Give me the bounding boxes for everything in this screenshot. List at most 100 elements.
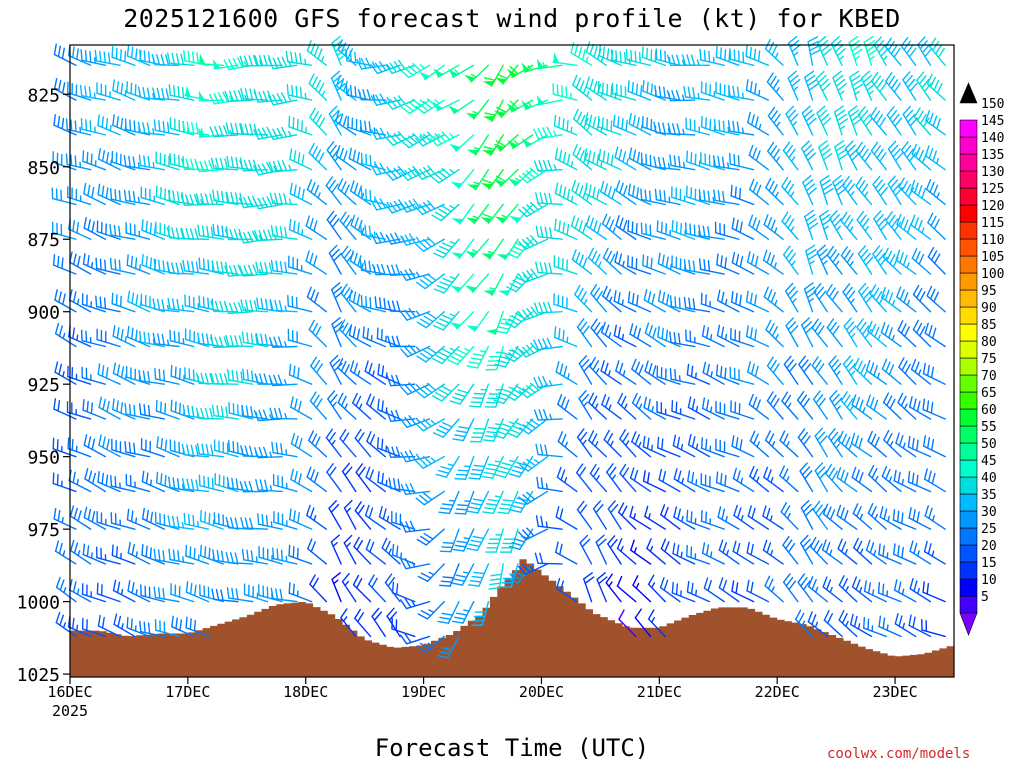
wind-barb (255, 479, 283, 493)
barb-full (345, 83, 348, 96)
barb-half (597, 261, 602, 268)
wind-barb (782, 245, 799, 275)
wind-barb (764, 430, 784, 458)
barb-full (388, 477, 392, 490)
barb-full (433, 288, 445, 294)
barb-full (438, 245, 450, 252)
barb-full (755, 219, 761, 232)
barb-staff (798, 363, 814, 385)
barb-full (391, 446, 396, 458)
barb-half (844, 548, 848, 556)
barb-full (651, 293, 656, 306)
barb-full (419, 241, 429, 250)
barb-pennant (493, 178, 505, 187)
barb-half (682, 128, 685, 136)
barb-full (890, 79, 899, 90)
barb-full (739, 439, 743, 451)
wind-barb (400, 233, 431, 246)
barb-full (192, 514, 195, 527)
barb-half (124, 89, 127, 97)
barb-full (470, 473, 482, 476)
barb-full (194, 584, 197, 597)
barb-full (874, 436, 880, 448)
barb-half (850, 298, 855, 304)
wind-barb (83, 434, 107, 458)
barb-full (657, 122, 662, 134)
barb-full (861, 218, 870, 228)
barb-full (606, 250, 613, 262)
wind-barb (465, 273, 490, 293)
barb-half (695, 405, 699, 413)
barb-full (495, 330, 508, 334)
barb-full (570, 215, 576, 227)
wind-barb (807, 576, 828, 603)
barb-full (788, 148, 796, 159)
barb-staff (812, 398, 828, 420)
barb-full (449, 400, 461, 405)
barb-full (162, 120, 166, 133)
barb-full (801, 466, 811, 476)
barb-full (57, 509, 61, 522)
barb-full (856, 540, 863, 552)
barb-pennant (483, 116, 495, 122)
barb-full (799, 394, 808, 405)
barb-full (514, 501, 526, 506)
barb-full (589, 43, 595, 56)
wind-barb (391, 617, 416, 638)
wind-barb (168, 84, 195, 101)
barb-full (341, 322, 349, 333)
barb-full (807, 253, 818, 261)
barb-staff (386, 615, 401, 638)
barb-full (386, 264, 392, 277)
barb-full (673, 506, 678, 518)
barb-full (277, 57, 283, 69)
barb-full (408, 415, 417, 425)
barb-full (254, 447, 259, 459)
barb-full (183, 49, 186, 62)
barb-staff (455, 134, 475, 152)
barb-full (496, 470, 509, 475)
barb-full (149, 257, 153, 270)
barb-full (870, 323, 877, 335)
wind-barb (141, 507, 165, 530)
barb-full (366, 431, 372, 443)
barb-full (789, 74, 799, 83)
wind-barb (683, 85, 711, 101)
wind-barb (153, 119, 180, 136)
barb-full (606, 48, 610, 60)
barb-full (179, 262, 184, 275)
barb-full (174, 366, 177, 379)
barb-full (415, 497, 425, 506)
barb-full (571, 179, 577, 192)
barb-full (82, 399, 85, 411)
barb-full (171, 298, 176, 311)
barb-staff (353, 545, 372, 565)
barb-full (262, 409, 268, 421)
barb-half (822, 260, 828, 266)
wind-barb (239, 159, 269, 172)
barb-full (115, 545, 118, 558)
barb-pennant (466, 217, 478, 224)
barb-full (235, 588, 239, 601)
barb-full (141, 544, 144, 556)
barb-pennant (433, 68, 444, 78)
barb-full (735, 437, 739, 449)
wind-barb (657, 325, 681, 348)
barb-full (98, 434, 102, 447)
barb-full (400, 599, 408, 610)
barb-full (185, 158, 190, 171)
barb-half (513, 140, 520, 146)
barb-half (680, 551, 683, 559)
barb-full (721, 156, 725, 169)
barb-full (789, 113, 799, 123)
barb-full (606, 463, 614, 473)
barb-full (260, 298, 264, 310)
barb-full (248, 159, 254, 172)
barb-full (665, 223, 668, 235)
barb-full (850, 432, 856, 445)
barb-full (379, 127, 386, 139)
barb-full (797, 428, 806, 439)
barb-full (247, 264, 254, 276)
wind-barb (140, 584, 165, 603)
barb-full (762, 505, 767, 517)
